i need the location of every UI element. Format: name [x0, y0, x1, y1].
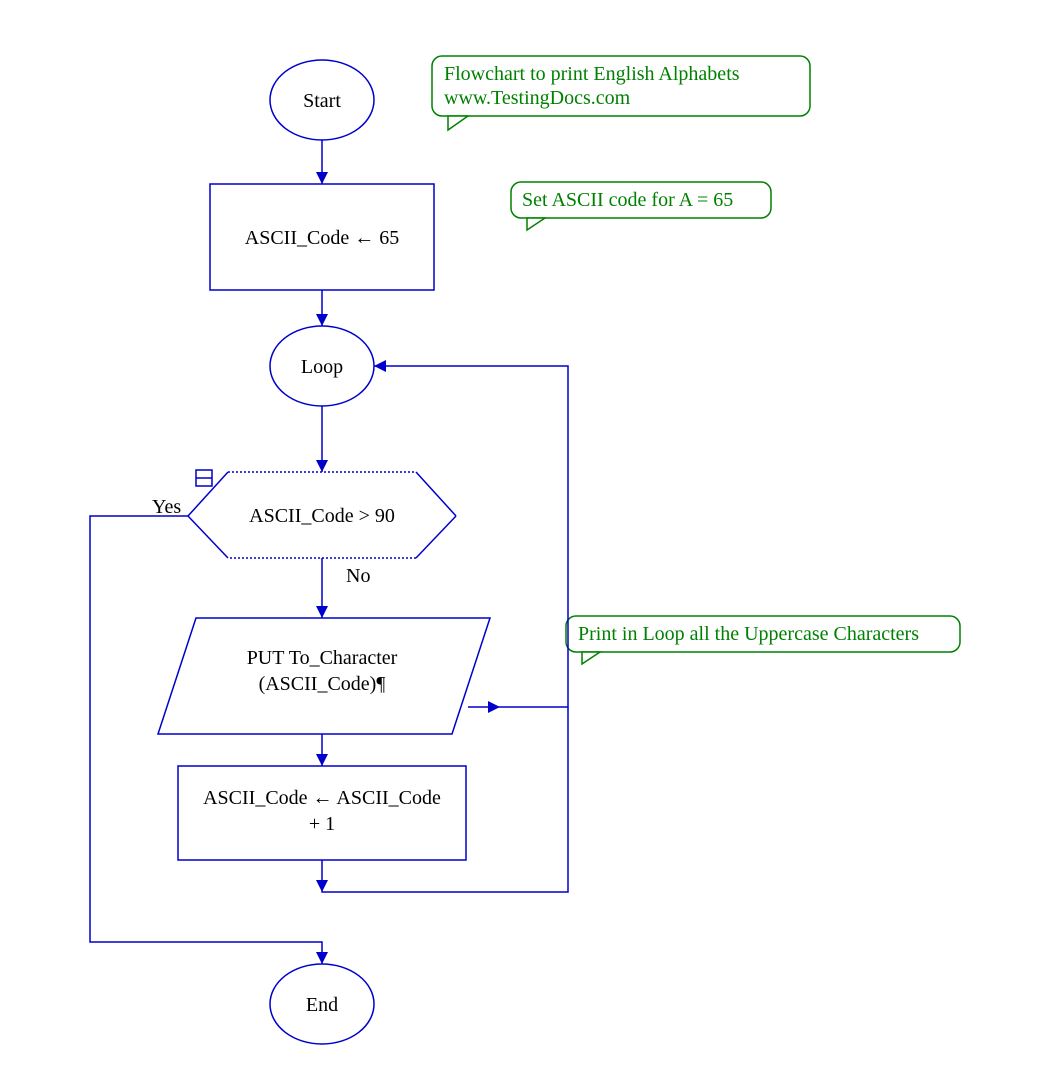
output-label-2: (ASCII_Code)¶	[259, 673, 386, 695]
increment-label-2: + 1	[309, 813, 335, 835]
edge-yes-label: Yes	[152, 496, 181, 518]
comment-title-tail	[448, 116, 468, 130]
flowchart-diagram: Flowchart to print English Alphabets www…	[0, 0, 1061, 1089]
edge-yes-path	[90, 516, 322, 964]
output-label-1: PUT To_Character	[247, 647, 398, 669]
arrow-increment-down	[316, 880, 328, 892]
end-label: End	[306, 994, 338, 1016]
arrow-loopback-in	[374, 360, 386, 372]
arrow-loop-decision	[316, 460, 328, 472]
comment-loop-tail	[582, 652, 600, 664]
comment-ascii-tail	[527, 218, 545, 230]
arrow-start-init	[316, 172, 328, 184]
edge-no-label: No	[346, 565, 370, 587]
start-label: Start	[303, 90, 341, 112]
comment-title-line2: www.TestingDocs.com	[444, 87, 631, 109]
comment-ascii-text: Set ASCII code for A = 65	[522, 189, 733, 211]
arrow-loopback-out	[488, 701, 500, 713]
comment-loop-text: Print in Loop all the Uppercase Characte…	[578, 623, 919, 645]
increment-label-1: ASCII_Code ← ASCII_Code	[203, 787, 441, 809]
arrow-decision-output	[316, 606, 328, 618]
comment-title-line1: Flowchart to print English Alphabets	[444, 63, 740, 85]
arrow-yes-end	[316, 952, 328, 964]
arrow-init-loop	[316, 314, 328, 326]
decision-label: ASCII_Code > 90	[249, 505, 395, 527]
loop-label: Loop	[301, 356, 343, 378]
arrow-output-increment	[316, 754, 328, 766]
init-label: ASCII_Code ← 65	[245, 227, 399, 249]
